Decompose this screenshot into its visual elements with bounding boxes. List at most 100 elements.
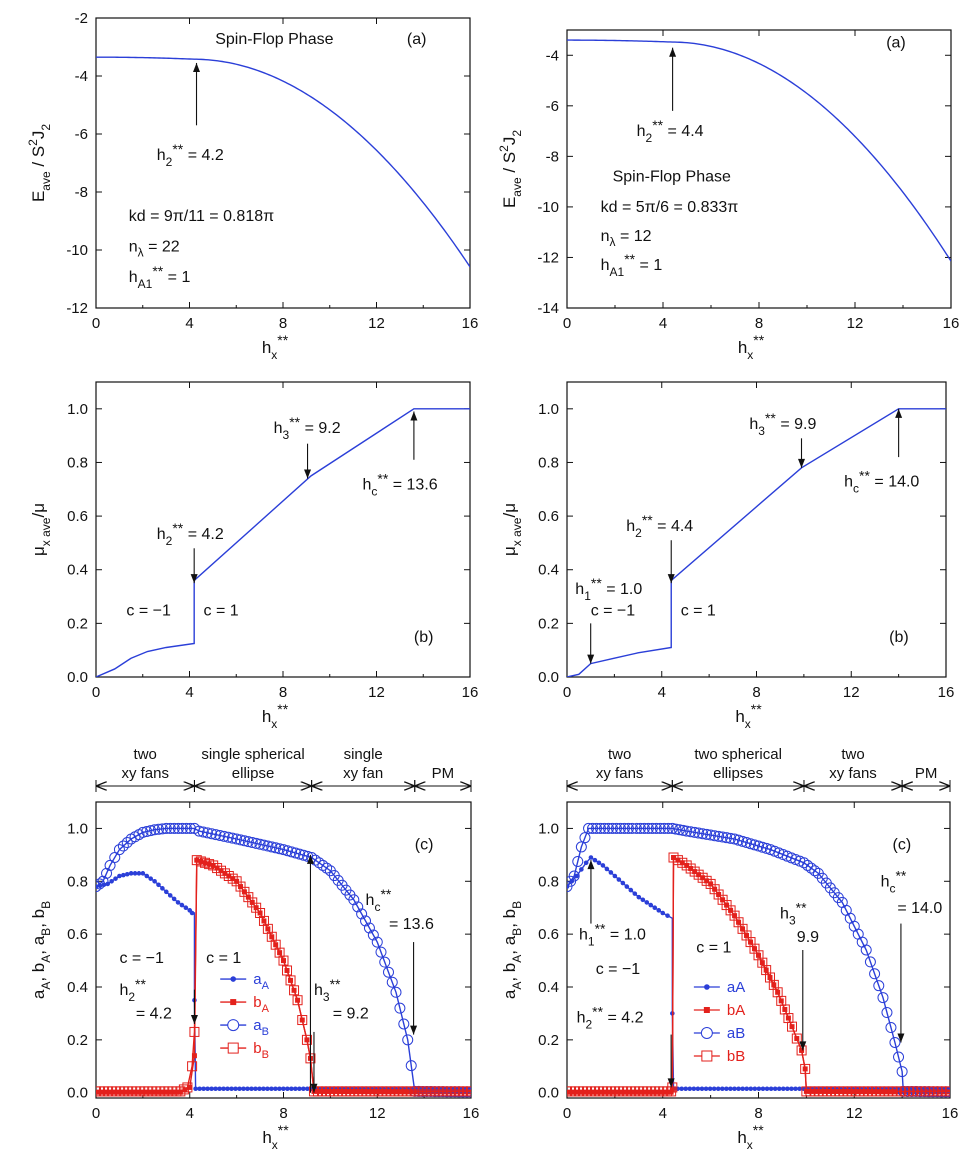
y-axis-label: aA, bA, aB, bB [500, 901, 524, 999]
marker-bB [216, 865, 226, 876]
phase-label-line2: xy fan [343, 765, 383, 782]
marker-aB [666, 822, 678, 834]
marker-aB [689, 826, 701, 838]
y-axis-label: Eave / S2J2 [497, 130, 524, 208]
marker-aB [290, 847, 302, 859]
marker-bB [223, 871, 234, 881]
marker-aB [238, 835, 250, 847]
marker-aA [596, 860, 602, 866]
marker-bB [697, 872, 708, 883]
marker-bA [567, 1089, 570, 1095]
panel-c-left: 0 4 8 12 16 0.0 0.2 0.4 0.6 0.8 1.0 hx** aA, bA, aB,… [29, 746, 479, 1152]
marker-aA [797, 1086, 802, 1092]
marker-bB [297, 1015, 308, 1026]
annotation-h-value: h2** = 4.4 [626, 512, 693, 540]
marker-aA [760, 1086, 766, 1092]
marker-aB [394, 1002, 406, 1014]
marker-aA [183, 905, 189, 911]
marker-bB [729, 910, 740, 921]
annotation-arrowhead [306, 854, 314, 864]
marker-aA [124, 871, 130, 877]
marker-aA [241, 1086, 246, 1092]
marker-aB [235, 834, 247, 846]
marker-aA [736, 1086, 741, 1092]
marker-aA [193, 1086, 198, 1092]
marker-bB [764, 972, 775, 983]
marker-bB [182, 1082, 193, 1093]
legend-marker-bA [703, 1007, 710, 1013]
x-tick-label: 8 [754, 1105, 762, 1122]
x-tick-label: 4 [659, 315, 667, 332]
marker-aA [683, 1086, 689, 1092]
annotation-arrowhead [798, 458, 806, 468]
marker-aA [117, 873, 122, 879]
x-tick-label: 0 [563, 315, 571, 332]
marker-aB [638, 822, 650, 834]
marker-aB [721, 832, 733, 844]
marker-aA [132, 871, 138, 876]
annotation-arrowhead [190, 574, 198, 584]
marker-aB [218, 830, 230, 842]
marker-aA [665, 913, 670, 918]
marker-bB [693, 869, 704, 880]
marker-aA [744, 1086, 750, 1092]
marker-aA [261, 1086, 266, 1092]
x-axis-label: hx** [738, 332, 765, 362]
x-tick-label: 12 [368, 684, 385, 701]
marker-aA [301, 1086, 306, 1092]
marker-bB [567, 1086, 572, 1097]
marker-aB [745, 838, 757, 850]
marker-aB [117, 840, 129, 852]
legend-marker-aA [704, 984, 710, 990]
y-axis-label: μx ave/μ [500, 503, 524, 556]
marker-aB [893, 1051, 905, 1063]
marker-aB [805, 862, 817, 874]
legend-marker-aB [227, 1019, 240, 1032]
legend-marker-bB [227, 1042, 239, 1054]
annotation-arrowhead [310, 1083, 318, 1093]
annotation-h-value: h3** = 9.9 [749, 410, 816, 438]
marker-bB [285, 975, 296, 986]
marker-aA [588, 855, 594, 860]
marker-aA [715, 1086, 721, 1092]
marker-bB [255, 908, 266, 918]
x-axis-label: hx** [262, 1122, 289, 1152]
marker-aA [691, 1086, 697, 1092]
marker-aB [379, 956, 391, 968]
phase-label-line2: xy fans [829, 765, 877, 782]
y-tick-label: 1.0 [538, 401, 559, 418]
marker-aA [785, 1086, 790, 1092]
marker-aB [606, 822, 618, 834]
panel-b-left: 0 4 8 12 16 0.0 0.2 0.4 0.6 0.8 1.0 hx** μx ave/μ (b)… [29, 381, 478, 731]
marker-aA [720, 1086, 725, 1092]
marker-aA [253, 1086, 258, 1092]
x-tick-label: 4 [186, 1105, 194, 1122]
annotation-label: (a) [886, 35, 906, 52]
marker-aB [885, 1022, 897, 1034]
annotation-arrowhead [410, 1025, 418, 1035]
annotation-h-value: hA1** = 1 [601, 251, 663, 279]
marker-aA [205, 1086, 210, 1092]
annotation-h-value: hc** = 13.6 [362, 470, 437, 498]
marker-bB [227, 873, 238, 884]
annotation-label: c = −1 [126, 602, 171, 619]
marker-aA [217, 1086, 222, 1092]
x-tick-label: 4 [185, 684, 193, 701]
x-tick-label: 0 [92, 1105, 100, 1122]
y-axis-label: μx ave/μ [29, 503, 53, 556]
phase-label-line2: xy fans [121, 765, 169, 782]
y-tick-label: 0.8 [67, 873, 88, 890]
marker-aA [245, 1086, 250, 1092]
marker-aB [568, 870, 580, 882]
annotation-h-value: hc** = 14.0 [844, 468, 919, 496]
y-tick-label: 0.8 [538, 873, 559, 890]
y-tick-label: 0.8 [538, 454, 559, 471]
x-tick-label: 8 [279, 1105, 287, 1122]
legend-label-bB: bB [253, 1040, 269, 1061]
marker-aB [701, 828, 713, 840]
marker-aB [270, 842, 282, 854]
marker-aA [695, 1086, 701, 1092]
annotation-h-value: h3** = 9.2 [274, 414, 341, 442]
marker-aB [197, 826, 209, 838]
